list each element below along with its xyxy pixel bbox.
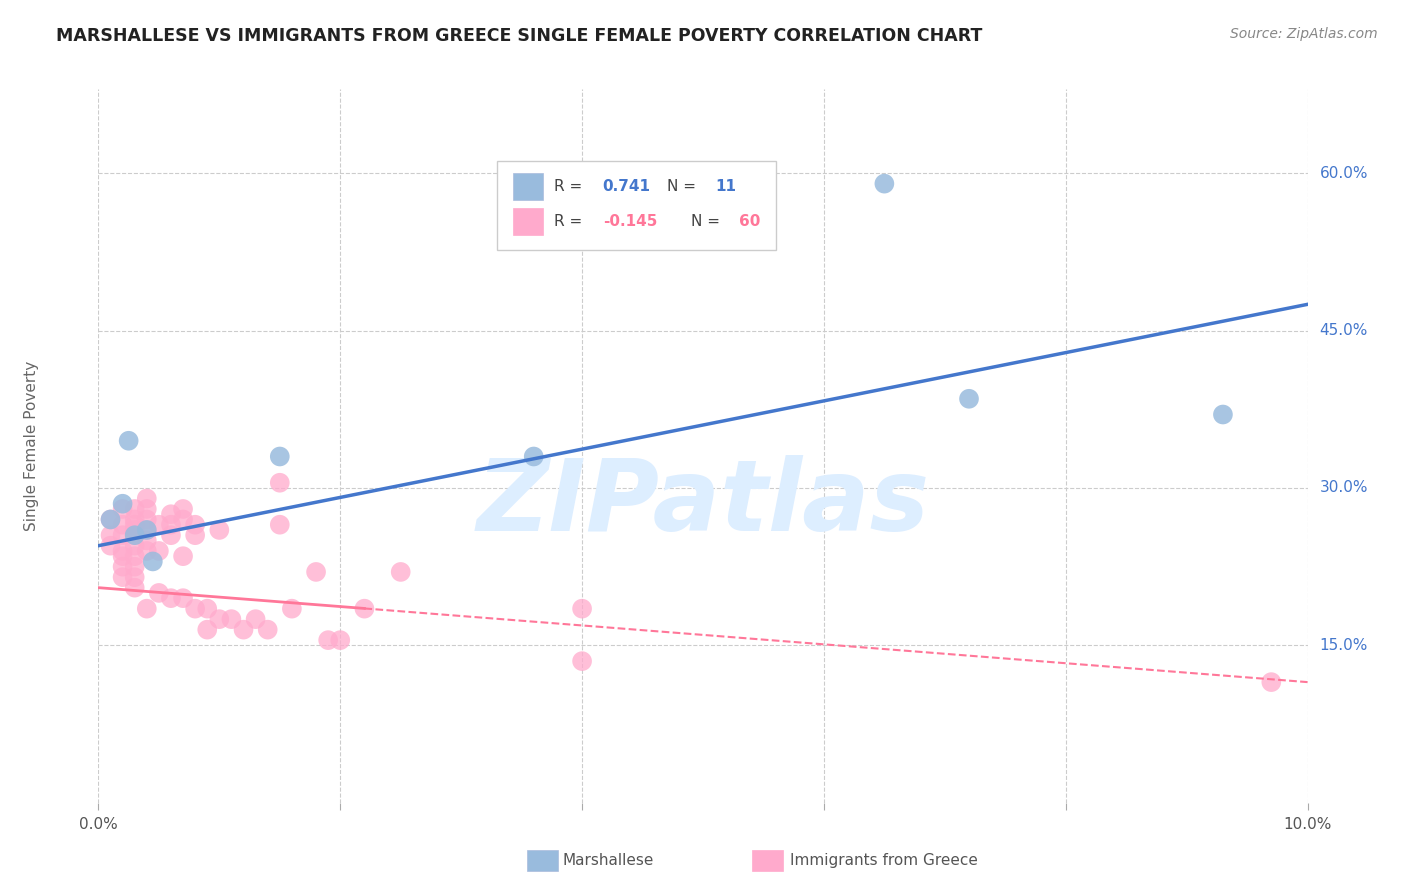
- Point: [111, 517, 134, 532]
- Text: -0.145: -0.145: [603, 214, 657, 229]
- Point: [118, 434, 141, 448]
- Point: [124, 528, 146, 542]
- Text: N =: N =: [690, 214, 724, 229]
- Text: R =: R =: [554, 178, 588, 194]
- Point: [208, 523, 231, 537]
- FancyBboxPatch shape: [513, 173, 543, 200]
- Point: [1212, 408, 1234, 422]
- Point: [172, 502, 194, 516]
- Text: Marshallese: Marshallese: [562, 854, 654, 868]
- Point: [245, 612, 267, 626]
- Point: [353, 601, 375, 615]
- Text: 30.0%: 30.0%: [1320, 481, 1368, 495]
- Point: [135, 502, 157, 516]
- Point: [124, 523, 146, 537]
- Point: [135, 491, 157, 506]
- Point: [195, 623, 218, 637]
- Point: [269, 475, 291, 490]
- Point: [160, 507, 183, 521]
- Point: [111, 497, 134, 511]
- Point: [124, 528, 146, 542]
- Point: [148, 544, 170, 558]
- Point: [124, 581, 146, 595]
- Point: [160, 528, 183, 542]
- Point: [135, 544, 157, 558]
- Point: [232, 623, 254, 637]
- Point: [148, 586, 170, 600]
- Point: [195, 601, 218, 615]
- FancyBboxPatch shape: [513, 209, 543, 235]
- Point: [873, 177, 896, 191]
- Point: [160, 517, 183, 532]
- Point: [135, 523, 157, 537]
- Point: [142, 554, 165, 568]
- FancyBboxPatch shape: [498, 161, 776, 250]
- Point: [124, 512, 146, 526]
- Point: [100, 512, 122, 526]
- Point: [305, 565, 328, 579]
- Point: [957, 392, 980, 406]
- Point: [269, 517, 291, 532]
- Point: [316, 633, 339, 648]
- Point: [111, 544, 134, 558]
- Point: [281, 601, 304, 615]
- Point: [269, 450, 291, 464]
- Text: 45.0%: 45.0%: [1320, 323, 1368, 338]
- Point: [135, 523, 157, 537]
- Point: [571, 654, 593, 668]
- Point: [329, 633, 352, 648]
- Text: Source: ZipAtlas.com: Source: ZipAtlas.com: [1230, 27, 1378, 41]
- Point: [523, 450, 546, 464]
- Text: 60.0%: 60.0%: [1320, 166, 1368, 181]
- Point: [389, 565, 412, 579]
- Point: [124, 559, 146, 574]
- Point: [571, 601, 593, 615]
- Point: [1260, 675, 1282, 690]
- Point: [135, 601, 157, 615]
- Point: [111, 549, 134, 564]
- Point: [256, 623, 278, 637]
- Point: [124, 539, 146, 553]
- Text: ZIPatlas: ZIPatlas: [477, 455, 929, 551]
- Point: [184, 517, 207, 532]
- Point: [135, 512, 157, 526]
- Point: [124, 517, 146, 532]
- Point: [160, 591, 183, 606]
- Point: [111, 570, 134, 584]
- Text: N =: N =: [666, 178, 700, 194]
- Point: [100, 539, 122, 553]
- Point: [124, 549, 146, 564]
- Point: [184, 528, 207, 542]
- Point: [100, 528, 122, 542]
- Point: [172, 591, 194, 606]
- Point: [172, 512, 194, 526]
- Text: Single Female Poverty: Single Female Poverty: [24, 361, 39, 531]
- Point: [135, 533, 157, 548]
- Point: [124, 502, 146, 516]
- Point: [148, 517, 170, 532]
- Point: [111, 502, 134, 516]
- Point: [184, 601, 207, 615]
- Text: MARSHALLESE VS IMMIGRANTS FROM GREECE SINGLE FEMALE POVERTY CORRELATION CHART: MARSHALLESE VS IMMIGRANTS FROM GREECE SI…: [56, 27, 983, 45]
- Text: 0.741: 0.741: [603, 178, 651, 194]
- Text: 15.0%: 15.0%: [1320, 638, 1368, 653]
- Text: R =: R =: [554, 214, 588, 229]
- Point: [172, 549, 194, 564]
- Text: 11: 11: [716, 178, 737, 194]
- Point: [111, 528, 134, 542]
- Point: [111, 559, 134, 574]
- Point: [208, 612, 231, 626]
- Point: [124, 570, 146, 584]
- Text: 60: 60: [740, 214, 761, 229]
- Point: [221, 612, 243, 626]
- Text: Immigrants from Greece: Immigrants from Greece: [790, 854, 979, 868]
- Point: [100, 512, 122, 526]
